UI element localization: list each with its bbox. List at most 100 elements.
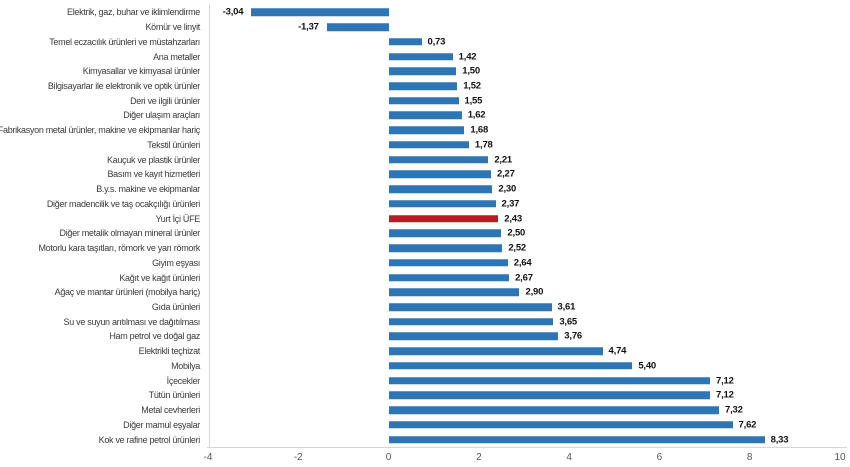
chart-row: Diğer madencilik ve taş ocakçılığı ürünl… (0, 197, 850, 212)
chart-row: Ağaç ve mantar ürünleri (mobilya hariç) 2… (0, 285, 850, 300)
chart-row: Yurt İçi ÜFE 2,43 (0, 211, 850, 226)
x-tick-label: 2 (476, 452, 482, 463)
chart-row: Kauçuk ve plastik ürünler 2,21 (0, 152, 850, 167)
value-label: 4,74 (608, 345, 627, 357)
value-label: 1,62 (467, 109, 486, 121)
category-label: Tekstil ürünleri (147, 139, 200, 150)
bar (388, 82, 458, 90)
chart-row: Temel eczacılık ürünleri ve müstahzarlar… (0, 34, 850, 49)
bar (388, 38, 422, 46)
bar (388, 362, 633, 370)
category-label: Diğer metalik olmayan mineral ürünler (59, 228, 201, 239)
value-label: 2,27 (497, 168, 515, 180)
bar (388, 273, 510, 282)
bar (388, 141, 469, 149)
value-label: 2,37 (501, 198, 520, 210)
bar (326, 23, 389, 31)
chart-row: Tütün ürünleri 7,12 (0, 388, 850, 403)
chart-row: Ana metaller 1,42 (0, 49, 850, 64)
highlight-bar (388, 214, 499, 223)
bar (388, 332, 559, 341)
bar (388, 170, 492, 179)
bar (388, 288, 520, 297)
category-label: Gıda ürünleri (151, 302, 200, 313)
value-label: 2,30 (498, 183, 517, 195)
x-tick-label: -4 (203, 452, 213, 463)
category-label: Mobilya (171, 360, 200, 371)
value-label: 2,21 (494, 154, 513, 166)
x-axis-line (207, 447, 847, 448)
chart-row: Giyim eşyası 2,64 (0, 255, 850, 270)
value-label: 1,52 (463, 80, 481, 92)
value-label: 2,64 (513, 257, 532, 269)
bar (388, 391, 710, 400)
value-label: 1,55 (464, 95, 483, 107)
value-label: 7,12 (715, 389, 734, 401)
value-label: 1,50 (462, 65, 480, 77)
category-label: Diğer mamul eşyalar (123, 419, 200, 430)
chart-row: İçecekler 7,12 (0, 373, 850, 388)
value-label: 7,62 (738, 419, 757, 431)
chart-row: Diğer mamul eşyalar 7,62 (0, 418, 850, 433)
bar (388, 67, 457, 76)
category-label: Deri ve ilgili ürünler (130, 95, 200, 106)
bar (388, 229, 502, 238)
bar (251, 8, 389, 17)
x-tick-label: 6 (656, 452, 663, 463)
value-label: 2,43 (504, 213, 522, 225)
bar (388, 185, 493, 193)
chart-row: Kimyasallar ve kimyasal ürünler 1,50 (0, 64, 850, 79)
value-label: 8,33 (770, 434, 789, 446)
category-label: Tütün ürünleri (148, 390, 201, 401)
y-axis-line (209, 4, 210, 448)
chart-row: Diğer ulaşım araçları 1,62 (0, 108, 850, 123)
chart-row: Motorlu kara taşıtları, römork ve yarı r… (0, 241, 850, 256)
category-label: Giyim eşyası (152, 257, 200, 268)
bar (388, 435, 765, 444)
category-label: Su ve suyun arıtılması ve dağıtılması (63, 316, 201, 327)
category-label: Bilgisayarlar ile elektronik ve optik ür… (47, 81, 200, 92)
chart-row: B.y.s. makine ve ekipmanlar 2,30 (0, 182, 850, 197)
value-label: 7,12 (715, 375, 734, 387)
x-axis-ticks: -4 -2 0 2 4 6 8 10 (0, 452, 850, 466)
x-tick-label: 0 (385, 452, 392, 463)
category-label: Elektrik, gaz, buhar ve iklimlendirme (67, 7, 200, 18)
bar (388, 97, 459, 105)
value-label: 2,50 (507, 227, 526, 239)
chart-row: Gıda ürünleri 3,61 (0, 300, 850, 315)
chart-row: Mobilya 5,40 (0, 359, 850, 374)
x-tick-label: 10 (834, 452, 846, 463)
category-label: B.y.s. makine ve ekipmanlar (96, 184, 200, 195)
category-label: Yurt İçi ÜFE (155, 213, 201, 224)
x-tick-label: 4 (566, 452, 572, 463)
category-label: Diğer ulaşım araçları (123, 110, 200, 121)
bar (388, 259, 508, 267)
x-tick-label: 8 (746, 452, 753, 463)
value-label: 7,32 (725, 404, 743, 416)
chart-row: Diğer metalik olmayan mineral ürünler 2,5… (0, 226, 850, 241)
chart-row: Kağıt ve kağıt ürünleri 2,67 (0, 270, 850, 285)
value-label: 3,65 (559, 316, 578, 328)
bar (388, 347, 603, 355)
chart-row: Elektrik, gaz, buhar ve iklimlendirme -3,… (0, 5, 850, 20)
bar (388, 200, 496, 208)
category-label: Basım ve kayıt hizmetleri (107, 169, 200, 180)
chart-row: Tekstil ürünleri 1,78 (0, 138, 850, 153)
category-label: Motorlu kara taşıtları, römork ve yarı r… (38, 243, 200, 254)
category-label: Fabrikasyon metal ürünler, makine ve eki… (0, 125, 200, 136)
bar (388, 244, 503, 252)
chart-row: Kömür ve linyit -1,37 (0, 20, 850, 35)
value-label: 5,40 (638, 360, 657, 372)
chart-row: Bilgisayarlar ile elektronik ve optik ür… (0, 79, 850, 94)
chart-row: Basım ve kayıt hizmetleri 2,27 (0, 167, 850, 182)
bar (388, 52, 453, 61)
category-label: Elektrikli teçhizat (138, 346, 201, 357)
x-tick-label: -2 (293, 452, 303, 463)
category-label: Kimyasallar ve kimyasal ürünler (82, 66, 201, 77)
chart-row: Su ve suyun arıtılması ve dağıtılması 3,6… (0, 314, 850, 329)
category-label: Metal cevherleri (141, 405, 200, 416)
bar (388, 303, 552, 311)
category-label: Temel eczacılık ürünleri ve müstahzarlar… (49, 36, 200, 47)
value-label: 1,68 (470, 124, 489, 136)
